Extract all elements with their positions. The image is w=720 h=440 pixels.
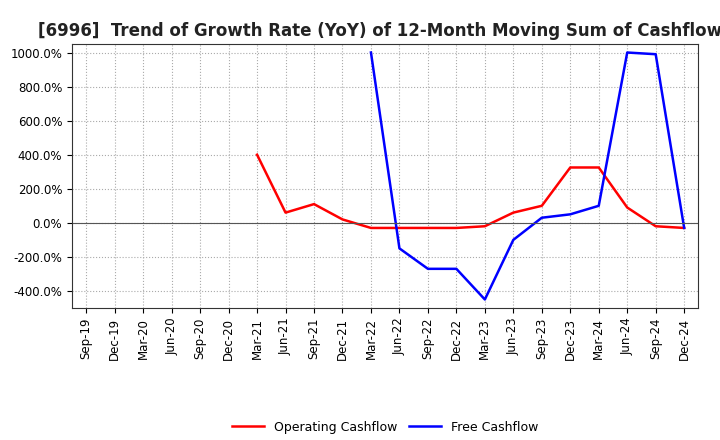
Operating Cashflow (423, 225, 432, 231)
Legend: Operating Cashflow, Free Cashflow: Operating Cashflow, Free Cashflow (228, 416, 543, 439)
Operating Cashflow (509, 210, 518, 215)
Free Cashflow (480, 297, 489, 302)
Operating Cashflow (282, 210, 290, 215)
Free Cashflow (595, 203, 603, 209)
Operating Cashflow (595, 165, 603, 170)
Free Cashflow (623, 50, 631, 55)
Free Cashflow (537, 215, 546, 220)
Free Cashflow (366, 50, 375, 55)
Operating Cashflow (652, 224, 660, 229)
Operating Cashflow (566, 165, 575, 170)
Free Cashflow (566, 212, 575, 217)
Free Cashflow (452, 266, 461, 271)
Free Cashflow (680, 225, 688, 231)
Line: Free Cashflow: Free Cashflow (371, 52, 684, 300)
Free Cashflow (652, 51, 660, 57)
Operating Cashflow (310, 202, 318, 207)
Operating Cashflow (338, 217, 347, 222)
Free Cashflow (509, 237, 518, 242)
Line: Operating Cashflow: Operating Cashflow (257, 155, 684, 228)
Operating Cashflow (680, 225, 688, 231)
Operating Cashflow (537, 203, 546, 209)
Operating Cashflow (366, 225, 375, 231)
Operating Cashflow (452, 225, 461, 231)
Title: [6996]  Trend of Growth Rate (YoY) of 12-Month Moving Sum of Cashflows: [6996] Trend of Growth Rate (YoY) of 12-… (38, 22, 720, 40)
Operating Cashflow (395, 225, 404, 231)
Operating Cashflow (253, 152, 261, 158)
Operating Cashflow (623, 205, 631, 210)
Free Cashflow (395, 246, 404, 251)
Operating Cashflow (480, 224, 489, 229)
Free Cashflow (423, 266, 432, 271)
